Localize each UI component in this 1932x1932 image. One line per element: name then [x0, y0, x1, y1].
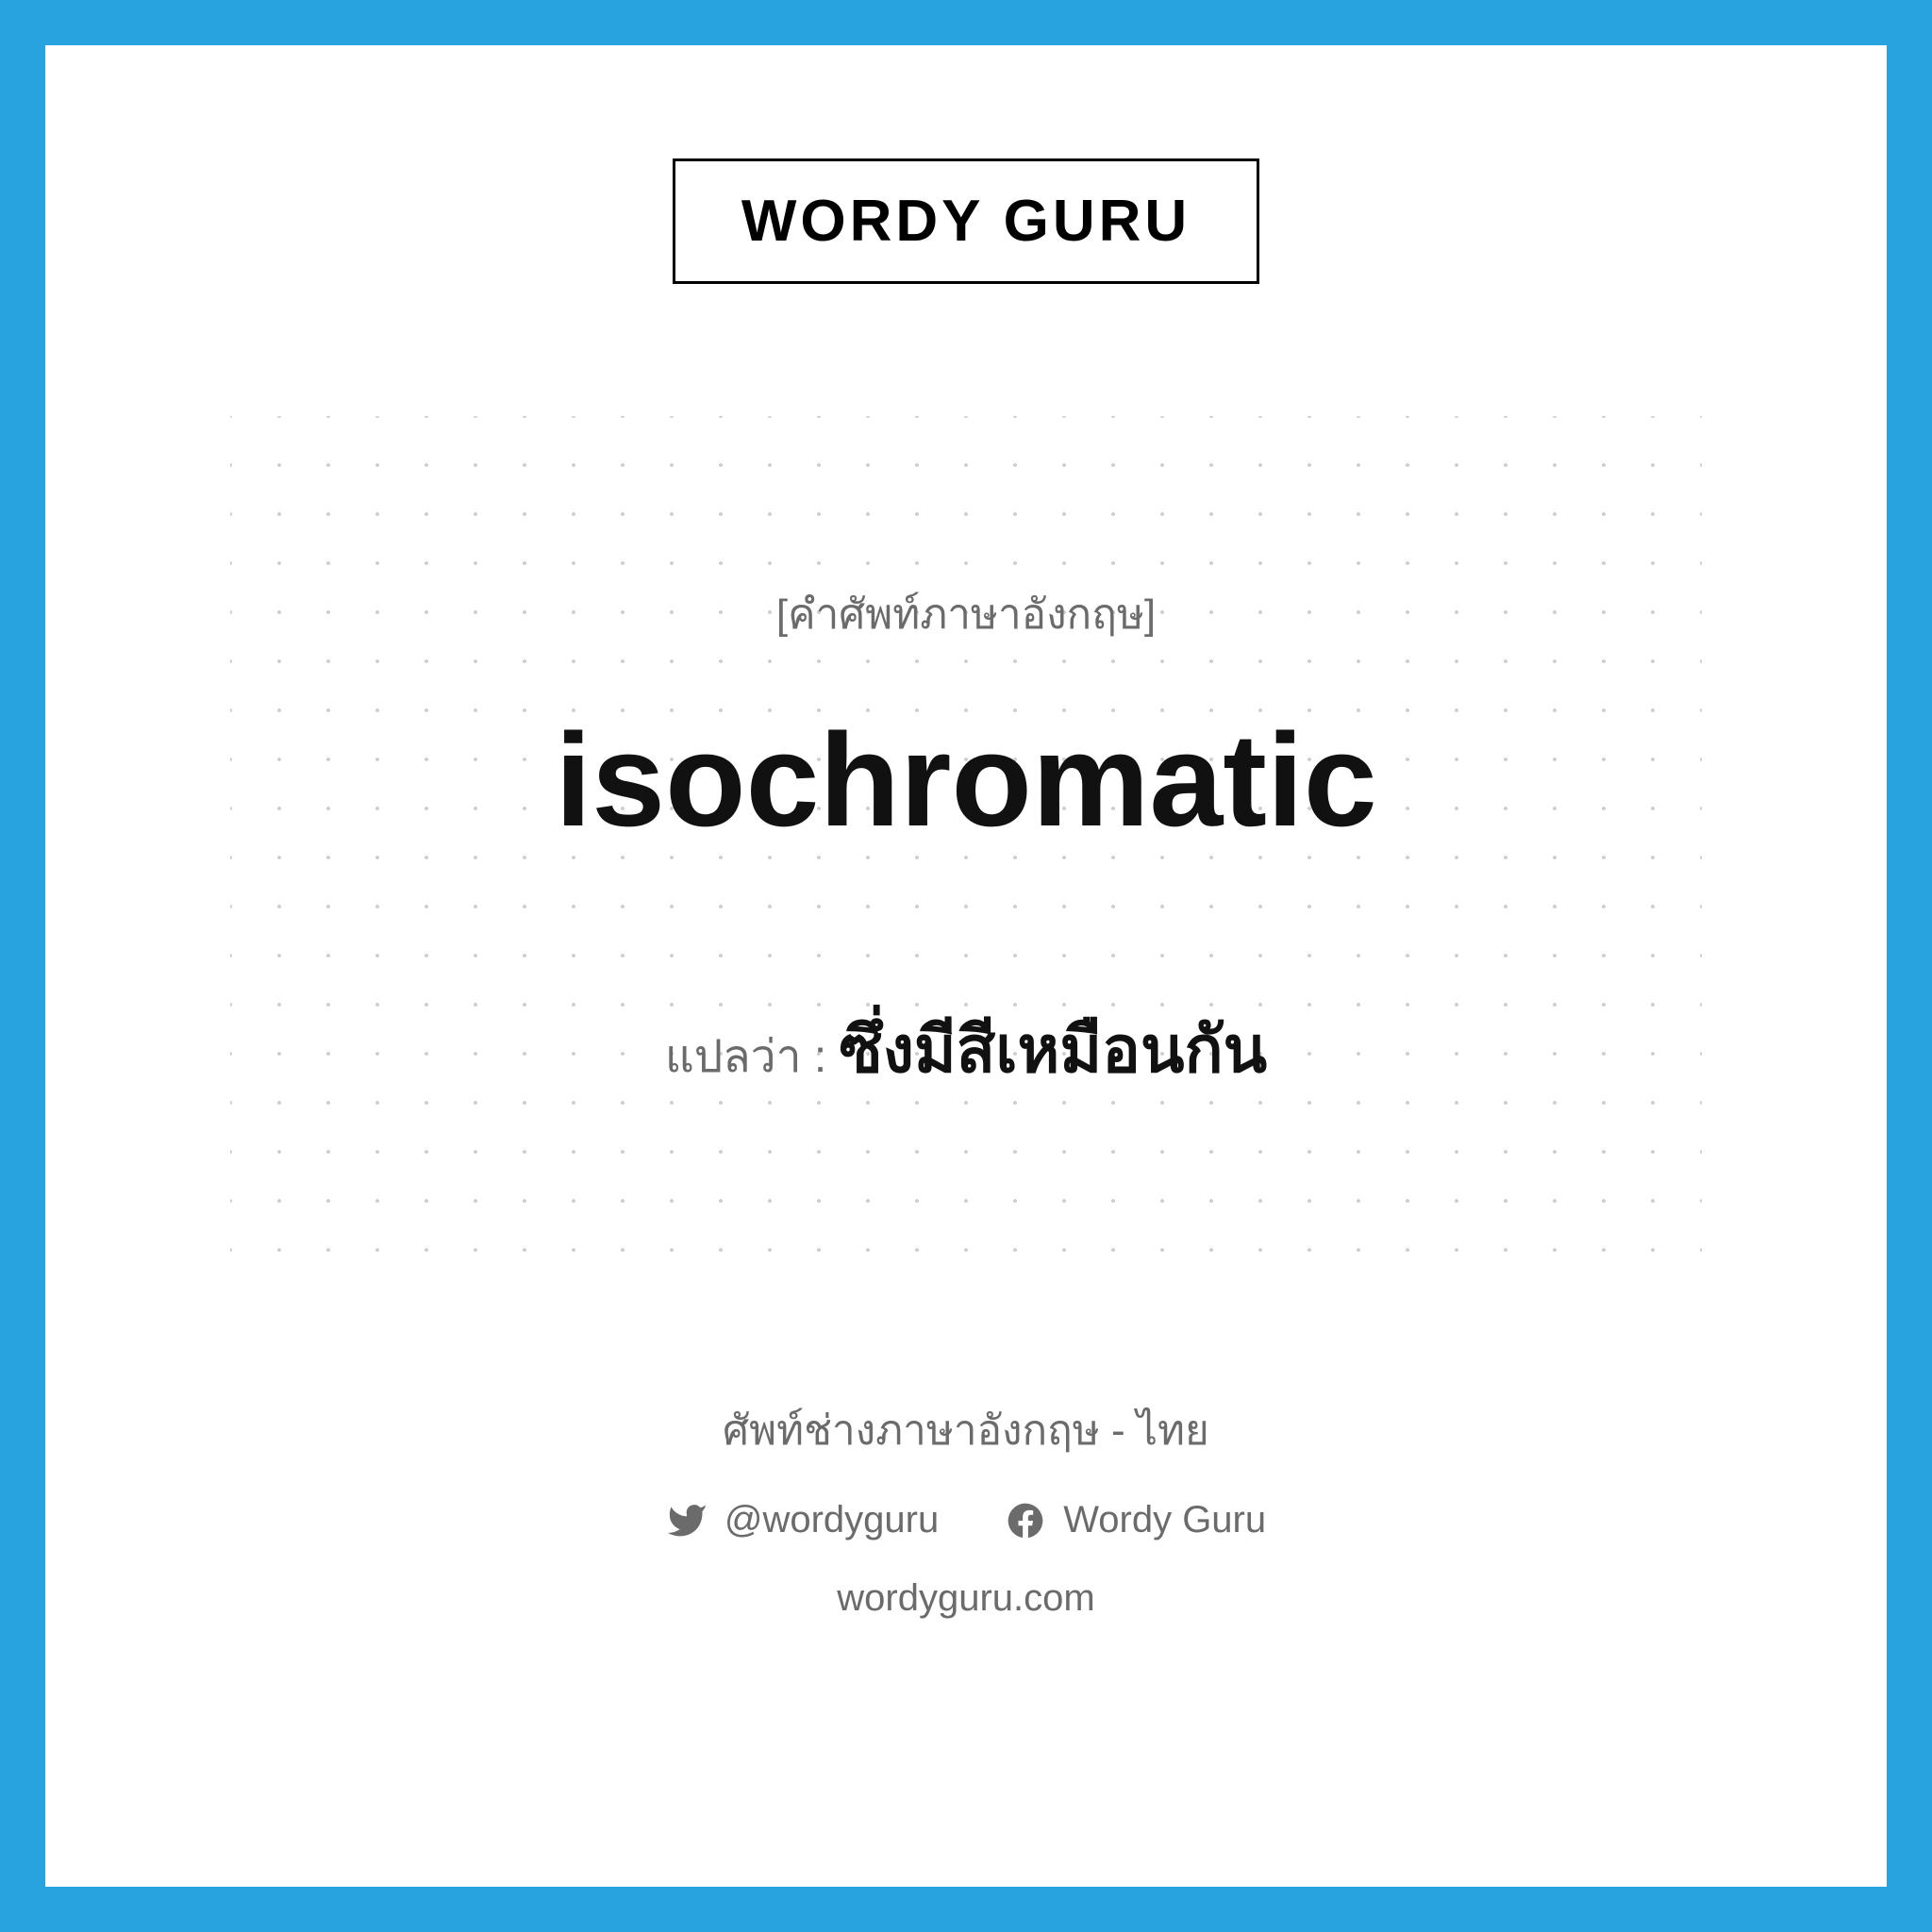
- definition-line: แปลว่า : ซึ่งมีสีเหมือนกัน: [665, 998, 1267, 1100]
- facebook-item: Wordy Guru: [1005, 1499, 1266, 1541]
- definition-label: แปลว่า :: [665, 1032, 840, 1082]
- twitter-icon: [666, 1500, 708, 1541]
- website-url: wordyguru.com: [837, 1577, 1094, 1620]
- twitter-handle: @wordyguru: [724, 1499, 939, 1541]
- facebook-icon: [1005, 1500, 1046, 1541]
- category-label: [คำศัพท์ภาษาอังกฤษ]: [776, 581, 1156, 647]
- footer-title: ศัพท์ช่างภาษาอังกฤษ - ไทย: [723, 1397, 1209, 1463]
- twitter-item: @wordyguru: [666, 1499, 939, 1541]
- footer: ศัพท์ช่างภาษาอังกฤษ - ไทย @wordyguru Wor…: [666, 1397, 1266, 1620]
- headword: isochromatic: [555, 704, 1376, 857]
- facebook-handle: Wordy Guru: [1063, 1499, 1266, 1541]
- logo-text: WORDY GURU: [741, 188, 1191, 255]
- logo-box: WORDY GURU: [673, 158, 1259, 284]
- social-line: @wordyguru Wordy Guru: [666, 1499, 1266, 1541]
- card-frame: WORDY GURU [คำศัพท์ภาษาอังกฤษ] isochroma…: [0, 0, 1932, 1932]
- definition-card: [คำศัพท์ภาษาอังกฤษ] isochromatic แปลว่า …: [230, 416, 1702, 1265]
- definition-value: ซึ่งมีสีเหมือนกัน: [840, 1014, 1268, 1086]
